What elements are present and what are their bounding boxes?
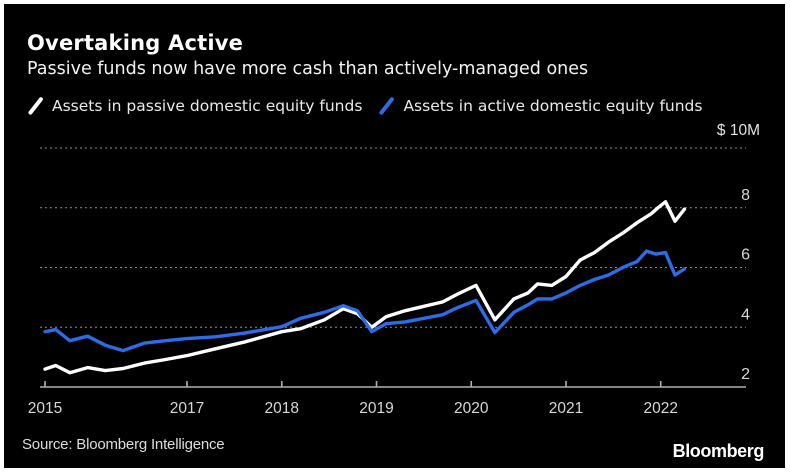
y-tick-label-2: 2 [741, 366, 750, 383]
y-tick-label-4: 4 [741, 306, 750, 323]
y-axis-unit-label: $ 10M [716, 122, 760, 139]
x-tick-label-2022: 2022 [644, 400, 678, 417]
x-tick-label-2021: 2021 [549, 400, 583, 417]
chart-title: Overtaking Active [27, 31, 244, 55]
chart-line-passive [43, 200, 687, 375]
x-tick-label-2020: 2020 [454, 400, 489, 417]
x-tick-label-2018: 2018 [265, 400, 299, 417]
chart-background-panel [4, 4, 785, 468]
legend-label-active: Assets in active domestic equity funds [403, 97, 703, 115]
source-caption: Source: Bloomberg Intelligence [22, 436, 225, 453]
chart-subtitle: Passive funds now have more cash than ac… [27, 59, 589, 79]
chart-legend: Assets in passive domestic equity funds … [27, 97, 702, 115]
chart-line-active [43, 249, 687, 353]
y-tick-label-8: 8 [741, 187, 750, 204]
legend-item-active: Assets in active domestic equity funds [378, 97, 702, 115]
bloomberg-logo: Bloomberg [672, 441, 765, 461]
legend-item-passive: Assets in passive domestic equity funds [27, 97, 362, 115]
x-tick-label-2015: 2015 [28, 400, 62, 417]
x-tick-label-2019: 2019 [359, 400, 393, 417]
x-tick-label-2017: 2017 [170, 400, 204, 417]
legend-label-passive: Assets in passive domestic equity funds [52, 97, 363, 115]
y-tick-label-6: 6 [741, 247, 750, 264]
